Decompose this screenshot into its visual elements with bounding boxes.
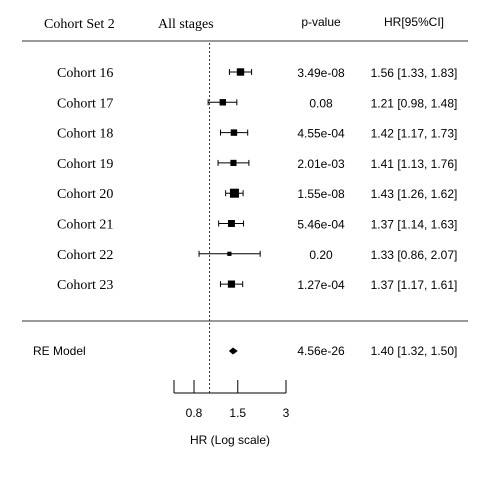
point-estimate	[227, 251, 232, 256]
study-row: Cohort 21 5.46e-04 1.37 [1.14, 1.63]	[57, 218, 457, 233]
study-hr-ci: 1.37 [1.14, 1.63]	[371, 218, 458, 232]
study-pvalue: 0.08	[309, 96, 333, 110]
study-hr-ci: 1.21 [0.98, 1.48]	[371, 96, 458, 110]
study-label: Cohort 19	[57, 157, 113, 172]
study-hr-ci: 1.42 [1.17, 1.73]	[371, 127, 458, 141]
study-row: Cohort 23 1.27e-04 1.37 [1.17, 1.61]	[57, 278, 457, 293]
study-hr-ci: 1.56 [1.33, 1.83]	[371, 66, 458, 80]
study-pvalue: 0.20	[309, 248, 333, 262]
study-pvalue: 1.55e-08	[297, 187, 345, 201]
summary-hr-ci: 1.40 [1.32, 1.50]	[371, 344, 458, 358]
header-pvalue: p-value	[301, 15, 341, 29]
x-tick-label: 0.8	[186, 406, 203, 420]
point-estimate	[227, 280, 236, 288]
point-estimate	[236, 68, 245, 76]
header-set-title: Cohort Set 2	[44, 17, 115, 32]
header-stage: All stages	[158, 17, 214, 32]
study-label: Cohort 22	[57, 248, 113, 263]
point-estimate	[229, 188, 239, 198]
study-label: Cohort 23	[57, 278, 113, 293]
study-row: Cohort 20 1.55e-08 1.43 [1.26, 1.62]	[57, 187, 457, 202]
study-label: Cohort 18	[57, 127, 113, 142]
point-estimate	[230, 129, 238, 136]
x-tick-label: 3	[283, 406, 290, 420]
study-label: Cohort 21	[57, 218, 113, 233]
point-estimate	[219, 99, 227, 106]
study-pvalue: 2.01e-03	[297, 157, 345, 171]
study-row: Cohort 19 2.01e-03 1.41 [1.13, 1.76]	[57, 157, 457, 172]
study-row: Cohort 17 0.08 1.21 [0.98, 1.48]	[57, 96, 457, 111]
point-estimate	[230, 159, 237, 166]
study-label: Cohort 20	[57, 187, 113, 202]
study-pvalue: 4.55e-04	[297, 127, 345, 141]
summary-label: RE Model	[33, 344, 86, 358]
x-axis-label: HR (Log scale)	[190, 433, 270, 447]
summary-pvalue: 4.56e-26	[297, 344, 345, 358]
summary-diamond	[228, 347, 238, 355]
header-hr: HR[95%CI]	[384, 15, 444, 29]
point-estimate	[227, 220, 235, 227]
study-hr-ci: 1.37 [1.17, 1.61]	[371, 278, 458, 292]
study-row: Cohort 22 0.20 1.33 [0.86, 2.07]	[57, 248, 457, 263]
x-tick-label: 1.5	[229, 406, 246, 420]
study-row: Cohort 18 4.55e-04 1.42 [1.17, 1.73]	[57, 127, 457, 142]
study-hr-ci: 1.41 [1.13, 1.76]	[371, 157, 458, 171]
study-row: Cohort 16 3.49e-08 1.56 [1.33, 1.83]	[57, 66, 457, 81]
study-hr-ci: 1.33 [0.86, 2.07]	[371, 248, 458, 262]
study-pvalue: 3.49e-08	[297, 66, 345, 80]
study-label: Cohort 16	[57, 66, 113, 81]
study-hr-ci: 1.43 [1.26, 1.62]	[371, 187, 458, 201]
study-pvalue: 1.27e-04	[297, 278, 345, 292]
study-pvalue: 5.46e-04	[297, 218, 345, 232]
study-label: Cohort 17	[57, 96, 113, 111]
